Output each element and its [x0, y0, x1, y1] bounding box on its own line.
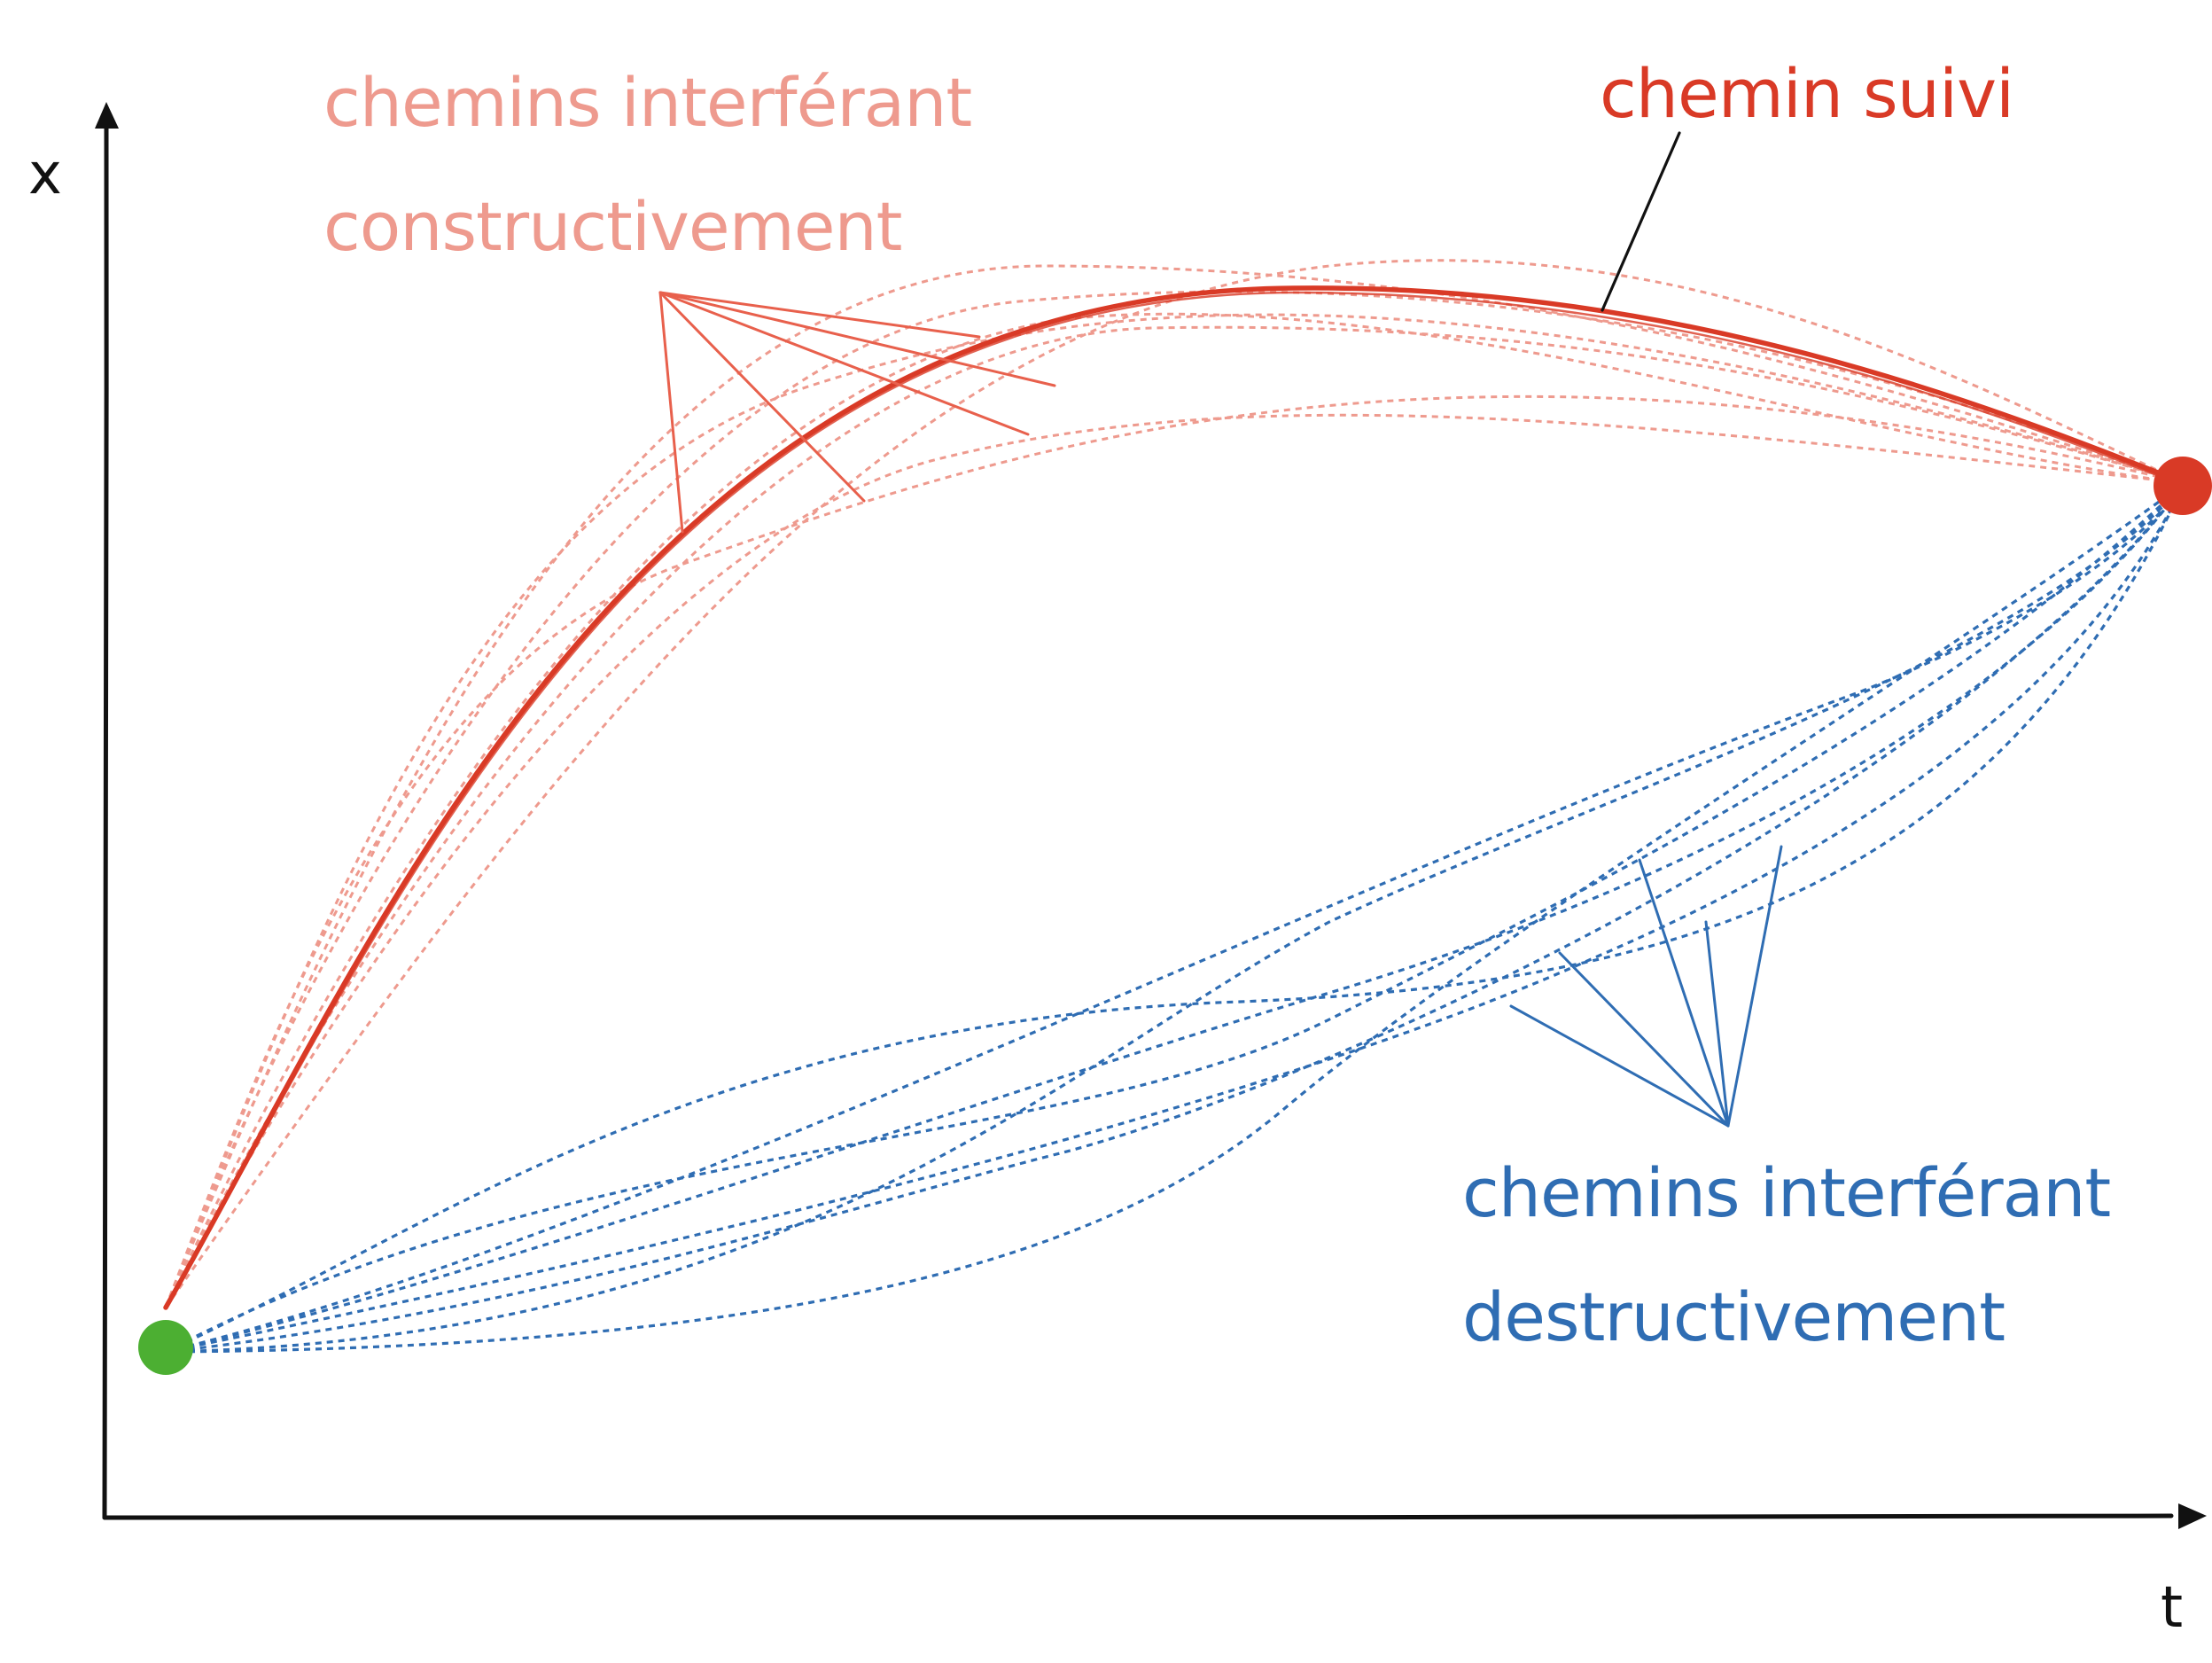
pointer-line: [1558, 951, 1730, 1128]
destructive-path: [165, 481, 2186, 1354]
constructive-label-line1: chemins interférant: [323, 63, 971, 142]
followed-path-stroke: [163, 285, 2187, 1310]
start-point: [138, 1320, 193, 1375]
destructive-label-line2: destructivement: [1462, 1277, 2005, 1356]
pointer-line: [1726, 845, 1783, 1128]
destructive-path: [165, 482, 2186, 1354]
destructive-path: [165, 482, 2186, 1354]
constructive-path: [164, 413, 2185, 1308]
x-axis-line: [102, 121, 109, 1520]
t-axis-label: t: [2161, 1575, 2183, 1641]
destructive-path: [165, 482, 2186, 1354]
t-axis-arrowhead: [2178, 1503, 2207, 1529]
constructive-path: [164, 394, 2185, 1308]
x-axis-arrowhead: [95, 102, 119, 129]
destructive-path: [165, 482, 2186, 1354]
constructive-path: [164, 290, 2185, 1308]
destructive-paths: [165, 481, 2186, 1354]
pointer-line: [658, 291, 1056, 387]
constructive-label-line2: constructivement: [323, 187, 901, 266]
x-axis-label: x: [28, 142, 62, 207]
destructive-path: [165, 482, 2186, 1354]
axes: [102, 121, 2174, 1520]
t-axis-line: [102, 1513, 2174, 1520]
followed-path-stroke: [167, 291, 2186, 1305]
pointer-line: [658, 291, 866, 503]
destructive-path: [165, 481, 2186, 1354]
followed-path: [163, 285, 2187, 1310]
pointer-line: [658, 291, 684, 534]
pointer-line: [1509, 1004, 1730, 1128]
pointer-line: [658, 291, 981, 339]
end-point: [2154, 457, 2212, 515]
pointer-line: [658, 291, 1030, 436]
followed-path-label: chemin suivi: [1600, 54, 2013, 133]
pointer-line: [1704, 920, 1730, 1128]
pointer-line: [1638, 858, 1730, 1128]
destructive-pointer-lines: [1509, 845, 1783, 1128]
constructive-path: [164, 313, 2185, 1308]
destructive-path: [165, 481, 2185, 1354]
constructive-path: [164, 312, 2185, 1308]
followed-path-pointer: [1601, 131, 1681, 312]
destructive-label-line1: chemins interférant: [1462, 1153, 2110, 1232]
constructive-path: [164, 325, 2185, 1308]
constructive-pointer-lines: [658, 291, 1056, 534]
